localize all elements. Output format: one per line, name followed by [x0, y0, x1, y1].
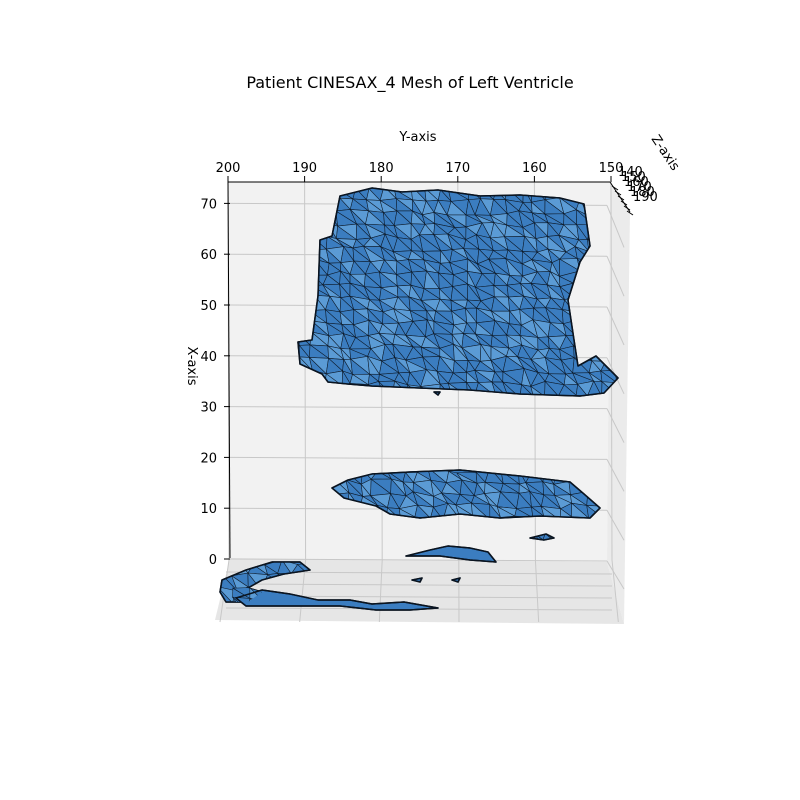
mesh-fragment [411, 577, 423, 583]
x-tick-label: 70 [200, 197, 217, 212]
z-tick-mark [623, 205, 631, 211]
x-tick-label: 60 [200, 248, 217, 263]
grid-line-horizontal [229, 456, 608, 460]
grid-line-side [606, 256, 625, 297]
z-tick-label: 140 [618, 165, 643, 180]
z-tick-label: 180 [630, 185, 655, 200]
z-tick-mark [617, 195, 625, 201]
z-tick-label: 150 [621, 170, 646, 185]
grid-line-side [606, 205, 625, 248]
z-tick-label: 160 [624, 175, 649, 190]
mesh-fragment [405, 545, 497, 563]
x-tick-label: 10 [200, 502, 217, 517]
mesh-middle-slab [331, 469, 601, 519]
grid-line-vertical [304, 181, 307, 561]
y-tick-label: 180 [369, 161, 394, 176]
chart-title: Patient CINESAX_4 Mesh of Left Ventricle [246, 73, 573, 93]
z-tick-mark [614, 190, 622, 196]
mesh-fragment [433, 391, 441, 396]
grid-line-side [606, 408, 625, 443]
x-tick-label: 20 [200, 451, 217, 466]
x-tick-label: 40 [200, 350, 217, 365]
z-tick-mark [611, 185, 619, 191]
grid-line-floor-depth [225, 583, 613, 587]
mesh-floor-fragment [231, 586, 439, 611]
z-tick-label: 190 [633, 190, 658, 205]
z-tick-label: 170 [627, 180, 652, 195]
grid-line-horizontal [229, 558, 608, 562]
y-tick-label: 170 [445, 161, 470, 176]
grid-line-side [606, 509, 625, 541]
x-axis-ticks: 0 10 20 30 40 50 60 70 [200, 197, 230, 568]
z-tick-mark [626, 210, 634, 216]
y-tick-label: 150 [599, 161, 624, 176]
mesh-fragment [451, 577, 461, 583]
side-pane [607, 182, 630, 624]
y-tick-label: 190 [292, 161, 317, 176]
x-tick-label: 30 [200, 401, 217, 416]
floor-pane [215, 558, 624, 624]
grid-line-side [606, 306, 625, 346]
x-tick-label: 50 [200, 299, 217, 314]
z-axis-label: Z-axis [648, 133, 683, 174]
y-tick-label: 200 [216, 161, 241, 176]
x-axis-line [227, 181, 231, 559]
grid-line-side [606, 560, 625, 590]
z-tick-mark [620, 200, 628, 206]
grid-line-floor [378, 559, 383, 623]
y-axis-ticks: 200 190 180 170 160 150 [216, 161, 624, 182]
x-axis-label: X-axis [184, 347, 199, 386]
grid-line-floor [534, 559, 540, 623]
y-tick-label: 160 [522, 161, 547, 176]
grid-line-side [606, 459, 625, 492]
y-axis-label: Y-axis [398, 130, 436, 145]
x-tick-label: 0 [209, 553, 217, 568]
grid-line-horizontal [229, 406, 608, 410]
